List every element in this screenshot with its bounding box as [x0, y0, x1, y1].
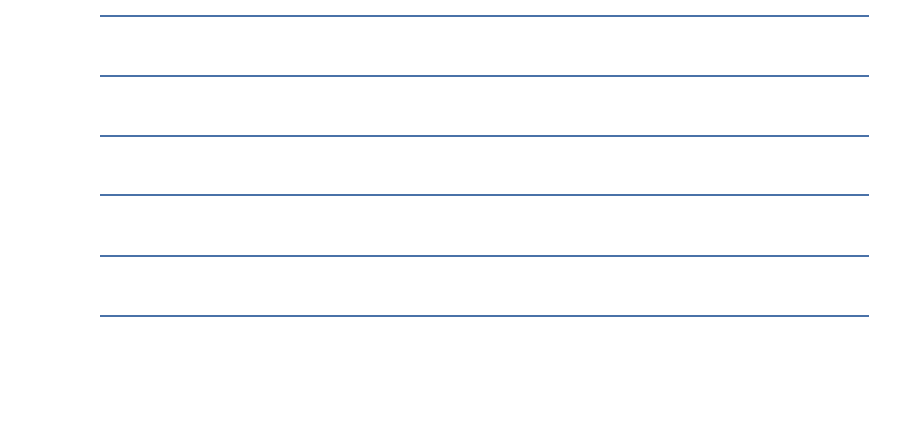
ruled-line-4 [100, 194, 869, 196]
ruled-lines [100, 0, 869, 445]
ruled-line-5 [100, 255, 869, 257]
ruled-line-1 [100, 15, 869, 17]
ruled-line-2 [100, 75, 869, 77]
ruled-line-6 [100, 315, 869, 317]
ruled-line-3 [100, 135, 869, 137]
